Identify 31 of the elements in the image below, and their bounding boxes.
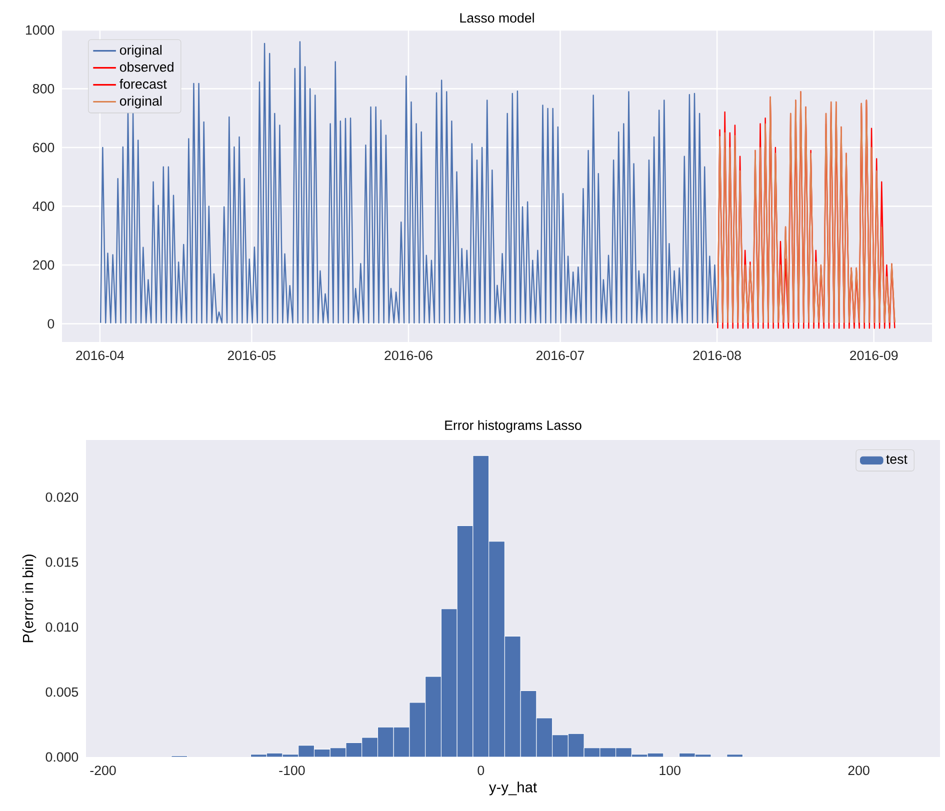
chart-title: Error histograms Lasso xyxy=(445,420,582,433)
chart-title: Lasso model xyxy=(460,12,534,23)
x-tick-label: -200 xyxy=(90,766,116,776)
legend-label: observed xyxy=(120,62,174,72)
x-tick-label: 100 xyxy=(660,766,680,776)
y-tick-label: 0.005 xyxy=(46,687,78,697)
x-tick-label: 2016-08 xyxy=(693,350,741,360)
x-tick-label: 2016-05 xyxy=(228,350,276,360)
legend-label: forecast xyxy=(120,78,167,89)
x-tick-label: 0 xyxy=(478,766,484,776)
x-tick-label: 2016-06 xyxy=(384,350,432,360)
y-tick-label: 0 xyxy=(48,319,54,328)
legend-label: original xyxy=(120,44,162,58)
legend-label: test xyxy=(886,455,908,464)
y-tick-label: 200 xyxy=(33,260,54,270)
x-tick-label: 2016-09 xyxy=(850,350,898,360)
y-tick-label: 400 xyxy=(32,202,54,211)
y-axis-title: P(error in bin) xyxy=(22,554,36,642)
x-tick-label: -100 xyxy=(279,766,305,776)
x-axis-title: y-y_hat xyxy=(489,782,537,796)
y-tick-label: 0.000 xyxy=(46,752,78,762)
y-tick-label: 0.020 xyxy=(46,492,78,502)
legend-label: original xyxy=(120,96,162,108)
x-tick-label: 2016-04 xyxy=(76,350,124,360)
x-tick-label: 2016-07 xyxy=(536,350,584,360)
y-tick-label: 0.015 xyxy=(46,557,78,567)
y-tick-label: 0.010 xyxy=(46,622,78,632)
x-tick-label: 200 xyxy=(848,766,870,776)
y-tick-label: 800 xyxy=(32,84,54,94)
y-tick-label: 1000 xyxy=(26,25,54,35)
y-tick-label: 600 xyxy=(33,142,54,152)
